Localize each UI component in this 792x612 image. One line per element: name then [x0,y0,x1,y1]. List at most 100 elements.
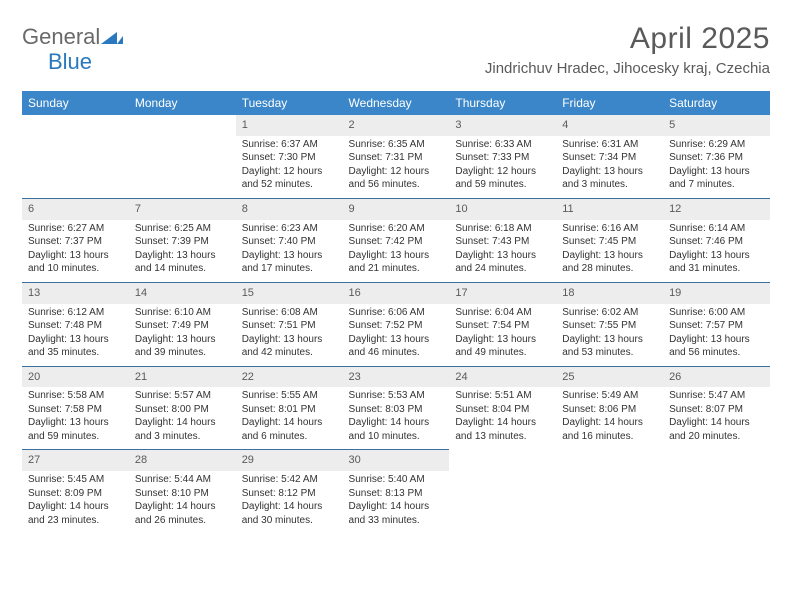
sunset-line: Sunset: 7:33 PM [455,151,550,165]
day-details: Sunrise: 6:31 AMSunset: 7:34 PMDaylight:… [556,136,663,198]
day-details: Sunrise: 5:53 AMSunset: 8:03 PMDaylight:… [343,387,450,449]
sunset-line: Sunset: 8:00 PM [135,403,230,417]
day-details: Sunrise: 6:00 AMSunset: 7:57 PMDaylight:… [663,304,770,366]
sunrise-line: Sunrise: 5:55 AM [242,389,337,403]
sunset-line: Sunset: 7:48 PM [28,319,123,333]
calendar-day-cell: 3Sunrise: 6:33 AMSunset: 7:33 PMDaylight… [449,115,556,198]
day-details: Sunrise: 6:27 AMSunset: 7:37 PMDaylight:… [22,220,129,282]
month-title: April 2025 [485,22,770,56]
day-details: Sunrise: 6:02 AMSunset: 7:55 PMDaylight:… [556,304,663,366]
calendar-week-row: 27Sunrise: 5:45 AMSunset: 8:09 PMDayligh… [22,449,770,533]
sunset-line: Sunset: 7:43 PM [455,235,550,249]
sunset-line: Sunset: 7:49 PM [135,319,230,333]
brand-word2: Blue [48,49,92,74]
calendar-day-cell: 7Sunrise: 6:25 AMSunset: 7:39 PMDaylight… [129,198,236,282]
day-number: 22 [236,366,343,388]
sunrise-line: Sunrise: 5:58 AM [28,389,123,403]
day-number: 7 [129,198,236,220]
sunset-line: Sunset: 7:52 PM [349,319,444,333]
weekday-header: Saturday [663,91,770,115]
sunrise-line: Sunrise: 6:14 AM [669,222,764,236]
calendar-day-cell [449,449,556,533]
day-number: 9 [343,198,450,220]
day-details: Sunrise: 6:06 AMSunset: 7:52 PMDaylight:… [343,304,450,366]
calendar-day-cell: 22Sunrise: 5:55 AMSunset: 8:01 PMDayligh… [236,366,343,450]
calendar-day-cell: 17Sunrise: 6:04 AMSunset: 7:54 PMDayligh… [449,282,556,366]
sunrise-line: Sunrise: 6:31 AM [562,138,657,152]
daylight-line: Daylight: 14 hours and 6 minutes. [242,416,337,443]
daylight-line: Daylight: 13 hours and 46 minutes. [349,333,444,360]
sunrise-line: Sunrise: 6:08 AM [242,306,337,320]
daylight-line: Daylight: 13 hours and 56 minutes. [669,333,764,360]
location-text: Jindrichuv Hradec, Jihocesky kraj, Czech… [485,60,770,77]
calendar-day-cell: 23Sunrise: 5:53 AMSunset: 8:03 PMDayligh… [343,366,450,450]
day-number: 16 [343,282,450,304]
daylight-line: Daylight: 14 hours and 3 minutes. [135,416,230,443]
sunrise-line: Sunrise: 5:57 AM [135,389,230,403]
sunrise-line: Sunrise: 6:29 AM [669,138,764,152]
sunset-line: Sunset: 7:31 PM [349,151,444,165]
daylight-line: Daylight: 13 hours and 28 minutes. [562,249,657,276]
calendar-header-row: SundayMondayTuesdayWednesdayThursdayFrid… [22,91,770,115]
sunrise-line: Sunrise: 6:12 AM [28,306,123,320]
daylight-line: Daylight: 13 hours and 3 minutes. [562,165,657,192]
sunrise-line: Sunrise: 6:04 AM [455,306,550,320]
calendar-day-cell: 19Sunrise: 6:00 AMSunset: 7:57 PMDayligh… [663,282,770,366]
day-details: Sunrise: 6:18 AMSunset: 7:43 PMDaylight:… [449,220,556,282]
calendar-week-row: 1 Sunrise: 6:37 AMSunset: 7:30 PM Daylight… [22,115,770,198]
day-number: 14 [129,282,236,304]
calendar-week-row: 13Sunrise: 6:12 AMSunset: 7:48 PMDayligh… [22,282,770,366]
day-number: 29 [236,449,343,471]
day-number: 15 [236,282,343,304]
day-details: Sunrise: 6:10 AMSunset: 7:49 PMDaylight:… [129,304,236,366]
sunset-line: Sunset: 7:30 PM [242,151,337,165]
day-number: 23 [343,366,450,388]
sunrise-line: Sunrise: 5:45 AM [28,473,123,487]
day-details: Sunrise: 6:25 AMSunset: 7:39 PMDaylight:… [129,220,236,282]
day-number: 21 [129,366,236,388]
day-details: Sunrise: 5:44 AMSunset: 8:10 PMDaylight:… [129,471,236,533]
sunrise-line: Sunrise: 6:37 AM [242,138,337,152]
day-number: 19 [663,282,770,304]
brand-text: General Blue [22,26,123,74]
day-details: Sunrise: 6:04 AMSunset: 7:54 PMDaylight:… [449,304,556,366]
calendar-day-cell: 24Sunrise: 5:51 AMSunset: 8:04 PMDayligh… [449,366,556,450]
day-details: Sunrise: 6:14 AMSunset: 7:46 PMDaylight:… [663,220,770,282]
day-details: Sunrise: 5:51 AMSunset: 8:04 PMDaylight:… [449,387,556,449]
calendar-day-cell: 27Sunrise: 5:45 AMSunset: 8:09 PMDayligh… [22,449,129,533]
day-number: 1 [236,115,343,136]
day-number: 10 [449,198,556,220]
day-details: Sunrise: 5:49 AMSunset: 8:06 PMDaylight:… [556,387,663,449]
calendar-day-cell: 30Sunrise: 5:40 AMSunset: 8:13 PMDayligh… [343,449,450,533]
sunrise-line: Sunrise: 5:51 AM [455,389,550,403]
day-number: 27 [22,449,129,471]
daylight-line: Daylight: 14 hours and 10 minutes. [349,416,444,443]
sunset-line: Sunset: 7:39 PM [135,235,230,249]
sunset-line: Sunset: 7:51 PM [242,319,337,333]
calendar-page: General Blue April 2025 Jindrichuv Hrade… [0,0,792,533]
day-details [129,136,236,196]
calendar-day-cell [556,449,663,533]
sunrise-line: Sunrise: 5:53 AM [349,389,444,403]
sunrise-line: Sunrise: 6:25 AM [135,222,230,236]
day-number: 28 [129,449,236,471]
daylight-line: Daylight: 13 hours and 10 minutes. [28,249,123,276]
daylight-line: Daylight: 14 hours and 13 minutes. [455,416,550,443]
calendar-day-cell: 15Sunrise: 6:08 AMSunset: 7:51 PMDayligh… [236,282,343,366]
calendar-day-cell: 1Sunrise: 6:37 AMSunset: 7:30 PMDaylight… [236,115,343,198]
daylight-line: Daylight: 13 hours and 35 minutes. [28,333,123,360]
weekday-header: Thursday [449,91,556,115]
daylight-line: Daylight: 13 hours and 53 minutes. [562,333,657,360]
sunrise-line: Sunrise: 6:35 AM [349,138,444,152]
sunset-line: Sunset: 7:42 PM [349,235,444,249]
day-number: 4 [556,115,663,136]
daylight-line: Daylight: 12 hours and 59 minutes. [455,165,550,192]
day-details: Sunrise: 5:55 AMSunset: 8:01 PMDaylight:… [236,387,343,449]
sunrise-line: Sunrise: 5:47 AM [669,389,764,403]
daylight-line: Daylight: 14 hours and 30 minutes. [242,500,337,527]
sunrise-line: Sunrise: 6:10 AM [135,306,230,320]
sunset-line: Sunset: 8:03 PM [349,403,444,417]
sunset-line: Sunset: 8:01 PM [242,403,337,417]
day-number: 11 [556,198,663,220]
daylight-line: Daylight: 14 hours and 33 minutes. [349,500,444,527]
